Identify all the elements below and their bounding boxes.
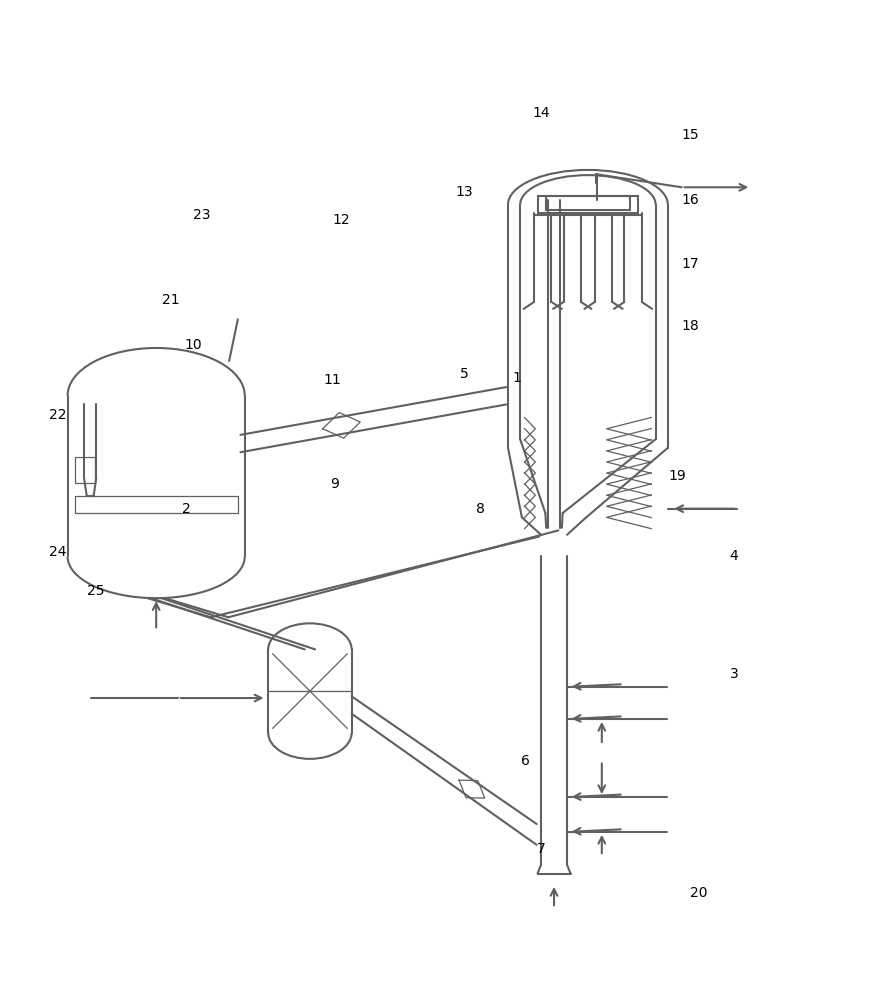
Text: 9: 9 (330, 477, 339, 491)
Text: 25: 25 (87, 584, 104, 598)
Text: 3: 3 (730, 667, 738, 681)
Text: 19: 19 (668, 469, 687, 483)
Text: 21: 21 (162, 293, 180, 307)
Text: 23: 23 (194, 208, 211, 222)
Bar (75, 496, 238, 513)
Text: 8: 8 (475, 502, 485, 516)
Text: 5: 5 (460, 367, 469, 381)
Text: 14: 14 (532, 106, 550, 120)
Text: 4: 4 (730, 549, 738, 563)
Text: 18: 18 (681, 319, 699, 333)
Text: 20: 20 (690, 886, 708, 900)
Text: 11: 11 (324, 373, 341, 387)
Text: 16: 16 (681, 193, 699, 207)
Text: 1: 1 (512, 371, 521, 385)
Bar (75, 457, 96, 483)
Text: 22: 22 (49, 408, 67, 422)
Text: 2: 2 (182, 502, 191, 516)
Text: 10: 10 (185, 338, 203, 352)
Text: 6: 6 (521, 754, 530, 768)
Text: 13: 13 (456, 185, 474, 199)
Text: 24: 24 (49, 545, 67, 559)
Text: 7: 7 (537, 842, 545, 856)
Text: 15: 15 (681, 128, 699, 142)
Text: 17: 17 (681, 257, 699, 271)
Text: 12: 12 (332, 213, 350, 227)
